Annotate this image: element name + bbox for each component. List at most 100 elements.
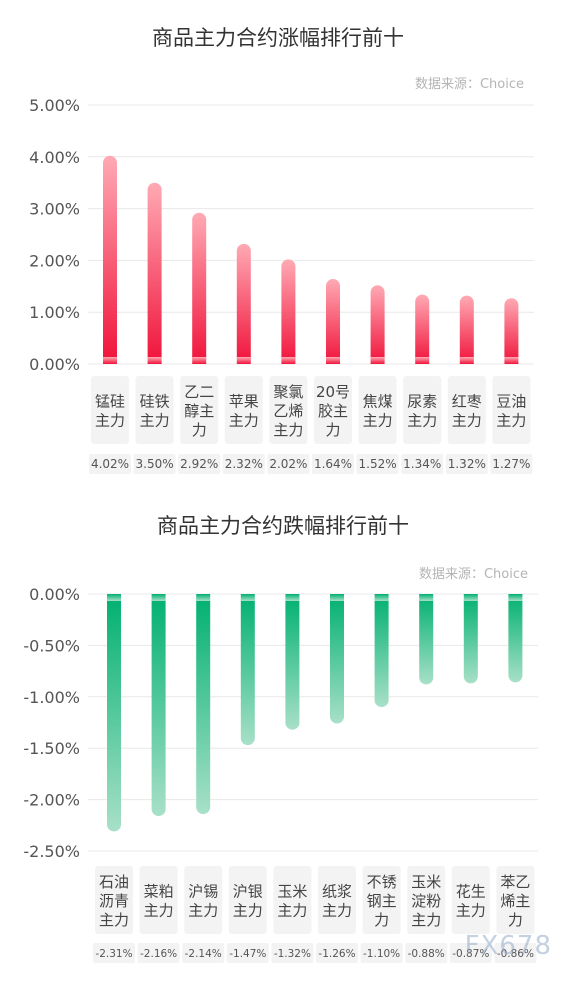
value-label-box: [449, 943, 492, 963]
category-label: 20号胶主力: [316, 383, 350, 439]
bar-base: [504, 357, 519, 364]
value-label-box: [93, 943, 135, 963]
value-label-box: [133, 454, 176, 474]
y-tick-label: -0.50%: [23, 636, 80, 655]
bar: [196, 594, 211, 814]
y-tick-label: 2.00%: [29, 251, 80, 270]
category-box: [184, 866, 223, 934]
category-label: 沪银主力: [233, 883, 263, 920]
watermark-logo: FX678: [464, 931, 552, 961]
category-box: [362, 866, 401, 934]
value-label: -0.87%: [452, 948, 489, 960]
value-label-box: [137, 943, 180, 963]
category-box: [358, 376, 397, 444]
value-label-box: [312, 454, 354, 474]
value-label: 1.52%: [359, 457, 397, 471]
bar: [374, 594, 389, 708]
value-label: -0.86%: [497, 948, 534, 960]
bar: [330, 594, 344, 724]
category-label: 尿素主力: [407, 393, 437, 430]
value-label-box: [178, 454, 221, 474]
category-label: 石油沥青主力: [99, 873, 129, 929]
value-label-box: [271, 943, 314, 963]
value-label: -1.47%: [229, 948, 266, 960]
category-label: 聚氯乙烯主力: [273, 383, 303, 439]
bar: [240, 594, 255, 746]
category-box: [451, 866, 490, 934]
value-label-box: [490, 454, 533, 474]
category-label: 焦煤主力: [363, 393, 393, 430]
bar-base: [285, 594, 300, 601]
bar-base: [151, 594, 166, 601]
category-label: 锰硅主力: [95, 393, 125, 430]
category-box: [314, 376, 352, 444]
losers-bars: [107, 594, 523, 832]
losers-categories: 石油沥青主力菜粕主力沪锡主力沪银主力玉米主力纸浆主力不锈钢主力玉米淀粉主力花生主…: [95, 866, 535, 934]
value-label-box: [360, 943, 403, 963]
category-box: [228, 866, 267, 934]
value-label: 1.64%: [314, 457, 352, 471]
category-box: [139, 866, 178, 934]
category-label: 纸浆主力: [322, 883, 352, 920]
bar-base: [326, 357, 340, 364]
bar: [419, 594, 434, 685]
category-label: 玉米淀粉主力: [411, 873, 441, 929]
value-label-box: [89, 454, 131, 474]
bar: [504, 298, 519, 364]
y-tick-label: 3.00%: [29, 200, 80, 219]
y-tick-label: -1.00%: [23, 688, 80, 707]
bar-base: [240, 594, 255, 601]
bar: [370, 285, 385, 364]
bar: [415, 294, 430, 364]
category-box: [91, 376, 129, 444]
bar: [285, 594, 300, 730]
category-label: 乙二醇主力: [184, 383, 214, 439]
category-label: 沪锡主力: [188, 883, 218, 920]
losers-chart: 商品主力合约跌幅排行前十 数据来源：Choice 0.00% -0.50% -1.0…: [23, 514, 538, 963]
gainers-value-labels: 4.02% 3.50% 2.92% 2.32% 2.02% 1.64% 1.52% 1.34%…: [89, 454, 533, 474]
value-label-box: [494, 943, 537, 963]
category-box: [273, 866, 312, 934]
bar-base: [236, 357, 251, 364]
bar: [463, 594, 478, 684]
gainers-chart-title: 商品主力合约涨幅排行前十: [152, 26, 404, 50]
bar: [147, 182, 162, 364]
bar: [151, 594, 166, 817]
value-label: 3.50%: [136, 457, 174, 471]
bar-base: [419, 594, 434, 601]
value-label: -1.26%: [318, 948, 355, 960]
category-label: 菜粕主力: [144, 883, 174, 920]
category-box: [447, 376, 486, 444]
bar: [326, 279, 340, 364]
y-tick-label: 0.00%: [29, 355, 80, 374]
value-label: 2.32%: [225, 457, 263, 471]
value-label-box: [401, 454, 444, 474]
category-box: [318, 866, 356, 934]
category-label: 硅铁主力: [140, 393, 170, 430]
y-tick-label: 0.00%: [29, 585, 80, 604]
bar-base: [415, 357, 430, 364]
bar: [459, 295, 474, 364]
bar-base: [463, 594, 478, 601]
category-box: [180, 376, 219, 444]
category-label: 苹果主力: [229, 393, 259, 430]
value-label: 1.34%: [403, 457, 441, 471]
value-label-box: [356, 454, 399, 474]
gainers-bars: [103, 155, 519, 364]
losers-chart-source: 数据来源：Choice: [419, 567, 528, 582]
value-label: -0.88%: [408, 948, 445, 960]
category-label: 红枣主力: [452, 393, 482, 430]
category-label: 豆油主力: [496, 393, 526, 430]
bar: [236, 243, 251, 364]
bar: [508, 594, 523, 683]
value-label: 2.92%: [180, 457, 218, 471]
gainers-chart-source: 数据来源：Choice: [415, 77, 524, 92]
bar-base: [508, 594, 523, 601]
y-tick-label: 1.00%: [29, 303, 80, 322]
gainers-y-axis: 5.00% 4.00% 3.00% 2.00% 1.00% 0.00%: [29, 96, 80, 374]
bar: [281, 259, 296, 364]
y-tick-label: 4.00%: [29, 148, 80, 167]
value-label: -2.16%: [140, 948, 177, 960]
